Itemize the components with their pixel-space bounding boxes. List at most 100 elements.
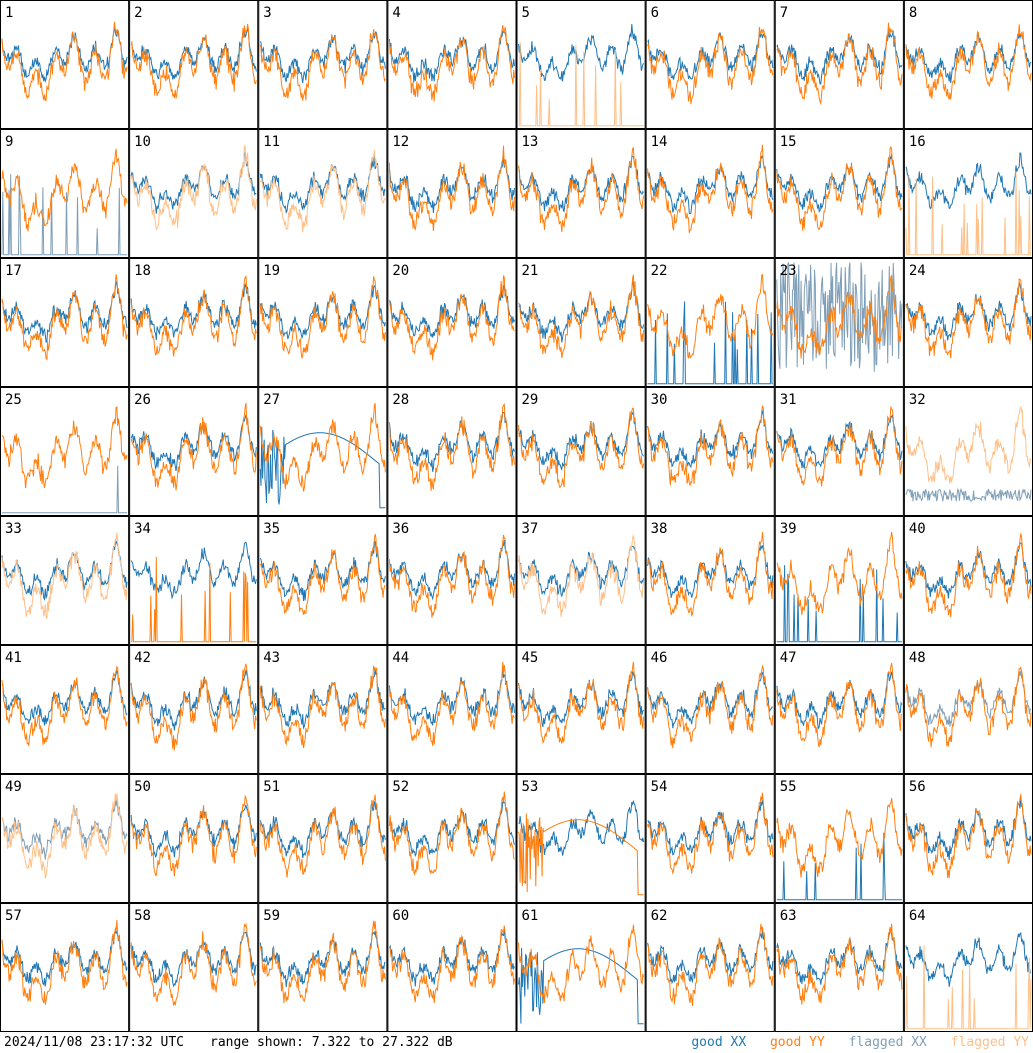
series-yy-panel-4 — [388, 25, 515, 102]
series-yy-panel-27 — [259, 403, 386, 492]
legend-flagged-xx: flagged XX — [848, 1035, 927, 1050]
series-xx-panel-56 — [905, 797, 1032, 860]
antenna-panel-26: 26 — [129, 387, 259, 516]
series-xx-panel-61 — [518, 947, 644, 1025]
series-yy-panel-12 — [388, 145, 515, 232]
antenna-panel-56: 56 — [903, 774, 1033, 903]
series-xx-panel-57 — [1, 929, 128, 987]
series-yy-panel-21 — [518, 274, 645, 359]
panel-label: 8 — [909, 5, 917, 21]
series-xx-panel-35 — [259, 541, 386, 602]
series-yy-panel-41 — [1, 665, 128, 747]
panel-frame — [0, 774, 130, 903]
legend-good-yy: good YY — [769, 1035, 825, 1050]
panel-label: 24 — [909, 263, 926, 279]
panel-label: 36 — [392, 521, 409, 537]
antenna-panel-62: 62 — [645, 903, 775, 1032]
panel-label: 11 — [263, 134, 280, 150]
panel-frame — [645, 645, 775, 774]
antenna-panel-6: 6 — [645, 0, 775, 129]
series-xx-panel-38 — [647, 543, 774, 598]
panel-label: 38 — [651, 521, 668, 537]
series-yy-panel-40 — [905, 533, 1032, 618]
series-yy-panel-58 — [130, 922, 257, 1007]
antenna-panel-29: 29 — [516, 387, 646, 516]
series-xx-panel-24 — [905, 281, 1032, 341]
panel-frame — [0, 0, 130, 129]
series-xx-panel-54 — [647, 800, 774, 856]
series-yy-panel-39 — [776, 532, 903, 615]
antenna-panel-61: 61 — [516, 903, 646, 1032]
panel-label: 15 — [780, 134, 797, 150]
panel-label: 33 — [5, 521, 22, 537]
panel-frame — [516, 129, 646, 258]
series-yy-panel-18 — [130, 275, 257, 357]
panel-label: 2 — [134, 5, 142, 21]
series-xx-panel-29 — [518, 411, 645, 471]
antenna-panel-4: 4 — [387, 0, 517, 129]
antenna-panel-40: 40 — [903, 516, 1033, 645]
series-xx-panel-16 — [905, 152, 1032, 211]
panel-label: 60 — [392, 908, 409, 924]
panel-label: 54 — [651, 779, 668, 795]
panel-label: 16 — [909, 134, 926, 150]
panel-frame — [258, 0, 388, 129]
series-yy-panel-44 — [388, 662, 515, 746]
panel-frame — [774, 129, 904, 258]
panel-frame — [774, 516, 904, 645]
antenna-panel-3: 3 — [258, 0, 388, 129]
series-xx-panel-31 — [776, 413, 903, 470]
series-xx-panel-60 — [388, 929, 515, 987]
panel-frame — [129, 645, 259, 774]
footer-bar: 2024/11/08 23:17:32 UTC range shown: 7.3… — [0, 1032, 1033, 1053]
panel-frame — [129, 129, 259, 258]
series-xx-panel-40 — [905, 542, 1032, 599]
panel-label: 63 — [780, 908, 797, 924]
series-xx-panel-64 — [905, 932, 1032, 987]
panel-label: 26 — [134, 392, 151, 408]
series-xx-panel-14 — [647, 155, 774, 214]
series-xx-panel-11 — [259, 153, 386, 215]
series-yy-panel-62 — [647, 923, 774, 1007]
panel-label: 43 — [263, 650, 280, 666]
antenna-panel-54: 54 — [645, 774, 775, 903]
antenna-panel-42: 42 — [129, 645, 259, 774]
panel-label: 62 — [651, 908, 668, 924]
antenna-panel-59: 59 — [258, 903, 388, 1032]
series-yy-panel-14 — [647, 144, 774, 234]
panel-frame — [645, 903, 775, 1032]
antenna-panel-37: 37 — [516, 516, 646, 645]
antenna-panel-12: 12 — [387, 129, 517, 258]
series-xx-panel-22 — [647, 301, 773, 385]
series-xx-panel-62 — [647, 927, 774, 985]
legend-good-xx: good XX — [691, 1035, 747, 1050]
antenna-panel-5: 5 — [516, 0, 646, 129]
antenna-panel-13: 13 — [516, 129, 646, 258]
panel-label: 56 — [909, 779, 926, 795]
series-yy-panel-59 — [259, 920, 386, 1004]
antenna-panel-2: 2 — [129, 0, 259, 129]
antenna-panel-8: 8 — [903, 0, 1033, 129]
panel-label: 18 — [134, 263, 151, 279]
panel-label: 27 — [263, 392, 280, 408]
panel-label: 3 — [263, 5, 271, 21]
series-xx-panel-20 — [389, 285, 515, 338]
series-yy-panel-55 — [776, 798, 903, 878]
panel-frame — [129, 774, 259, 903]
series-xx-panel-15 — [776, 154, 903, 213]
panel-label: 53 — [522, 779, 539, 795]
timestamp-label: 2024/11/08 23:17:32 UTC — [4, 1035, 185, 1050]
series-xx-panel-63 — [776, 927, 903, 985]
panel-label: 31 — [780, 392, 797, 408]
antenna-panel-20: 20 — [387, 258, 517, 387]
antenna-panel-31: 31 — [774, 387, 904, 516]
series-yy-panel-57 — [1, 919, 128, 1005]
panel-frame — [645, 258, 775, 387]
series-xx-panel-47 — [776, 671, 903, 729]
panel-frame — [129, 387, 259, 516]
panel-label: 40 — [909, 521, 926, 537]
panel-frame — [645, 387, 775, 516]
series-xx-panel-12 — [388, 154, 515, 214]
panel-label: 12 — [392, 134, 409, 150]
series-yy-panel-28 — [388, 402, 515, 491]
